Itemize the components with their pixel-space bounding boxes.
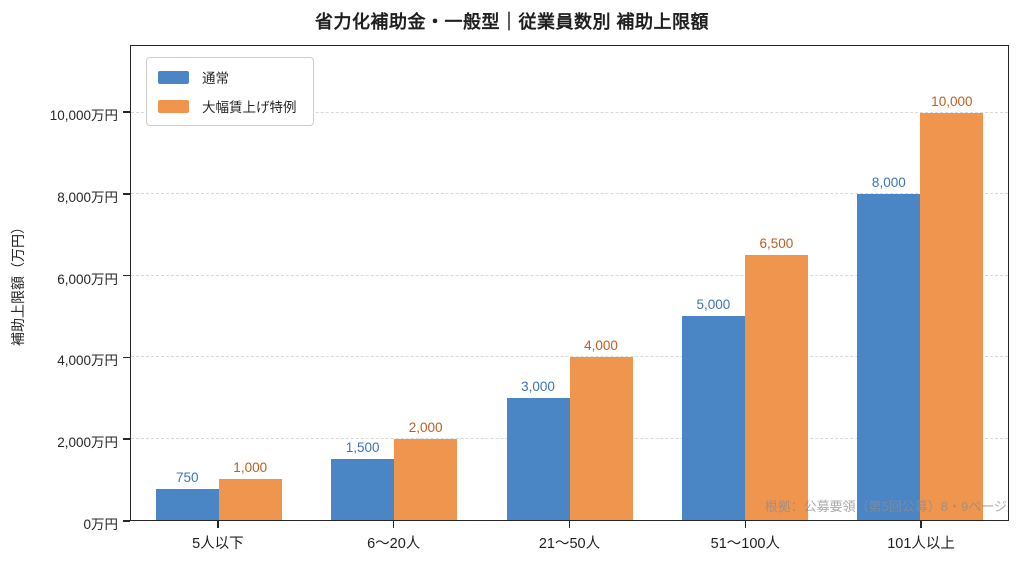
bar-value-label: 5,000 [696,297,731,313]
y-tick-label: 6,000万円 [57,271,118,287]
y-tick-mark [123,356,130,359]
x-tick-label: 5人以下 [192,536,244,552]
bar-value-label: 2,000 [408,419,443,435]
source-note: 根拠：公募要領（第5回公募）8・9ページ [764,499,1007,514]
bar-normal-4: 5,000 [681,297,745,520]
y-tick-mark [123,193,130,195]
bar-value-label: 3,000 [521,378,555,394]
x-tick-mark [744,521,747,528]
y-tick-label: 0万円 [83,517,118,532]
legend-label: 通常 [202,71,229,86]
y-tick-label: 10,000万円 [49,108,118,124]
x-tick-mark [920,521,922,528]
x-tick-mark [392,521,395,528]
chart-title: 省力化補助金・一般型｜従業員数別 補助上限額 [315,12,709,32]
legend-label: 大幅賃上げ特例 [202,100,297,115]
bar-wage-special-2: 2,000 [394,420,458,520]
y-tick-label: 8,000万円 [57,189,118,205]
bar-group-2: 1,500 2,000 [306,46,481,520]
legend: 通常 大幅賃上げ特例 [146,57,314,126]
bar-group-4: 5,000 6,500 [657,46,832,520]
gridline-10000 [131,111,1008,113]
bar-normal-3: 3,000 [506,379,570,520]
x-tick-label: 6〜20人 [367,536,421,552]
bar-wage-special-3: 4,000 [569,338,633,520]
bar-wage-special-1: 1,000 [218,460,282,520]
x-tick-label: 21〜50人 [538,536,601,552]
bar-normal-2: 1,500 [331,440,395,520]
gridline-6000 [131,274,1008,276]
bar-groups: 750 1,000 1,500 2,000 3,000 4,000 5,000 6,500 8,… [131,46,1008,520]
y-tick-mark [123,111,130,113]
bar-value-label: 6,500 [759,236,794,252]
y-tick-mark [123,438,130,440]
gridline-8000 [131,193,1008,195]
x-tick-label: 51〜100人 [710,536,780,552]
bar-group-3: 3,000 4,000 [482,46,657,520]
x-tick-label: 101人以上 [887,536,955,552]
bar-wage-special-5: 10,000 [920,94,984,520]
bar-normal-5: 8,000 [857,175,921,520]
legend-swatch-icon [158,70,189,84]
bar-group-1: 750 1,000 [131,46,306,520]
bar-value-label: 8,000 [871,175,906,191]
bar-value-label: 750 [175,470,199,486]
bar-value-label: 4,000 [584,338,618,354]
y-tick-label: 4,000万円 [57,353,118,369]
legend-item-normal: 通常 [158,67,297,87]
x-tick-mark [568,521,571,528]
gridline-4000 [131,356,1008,358]
y-tick-mark [123,274,130,277]
bar-value-label: 1,000 [233,460,268,476]
bar-value-label: 1,500 [345,439,380,455]
bar-wage-special-4: 6,500 [744,236,808,520]
legend-item-wage-special: 大幅賃上げ特例 [158,96,297,116]
legend-swatch-icon [158,99,189,113]
y-tick-label: 2,000万円 [57,435,118,451]
bar-group-5: 8,000 10,000 [833,46,1008,520]
y-tick-mark [123,520,130,522]
plot-area: 750 1,000 1,500 2,000 3,000 4,000 5,000 6,500 8,… [130,45,1009,521]
x-tick-mark [217,521,219,528]
bar-value-label: 10,000 [931,93,973,109]
bar-normal-1: 750 [155,470,219,520]
